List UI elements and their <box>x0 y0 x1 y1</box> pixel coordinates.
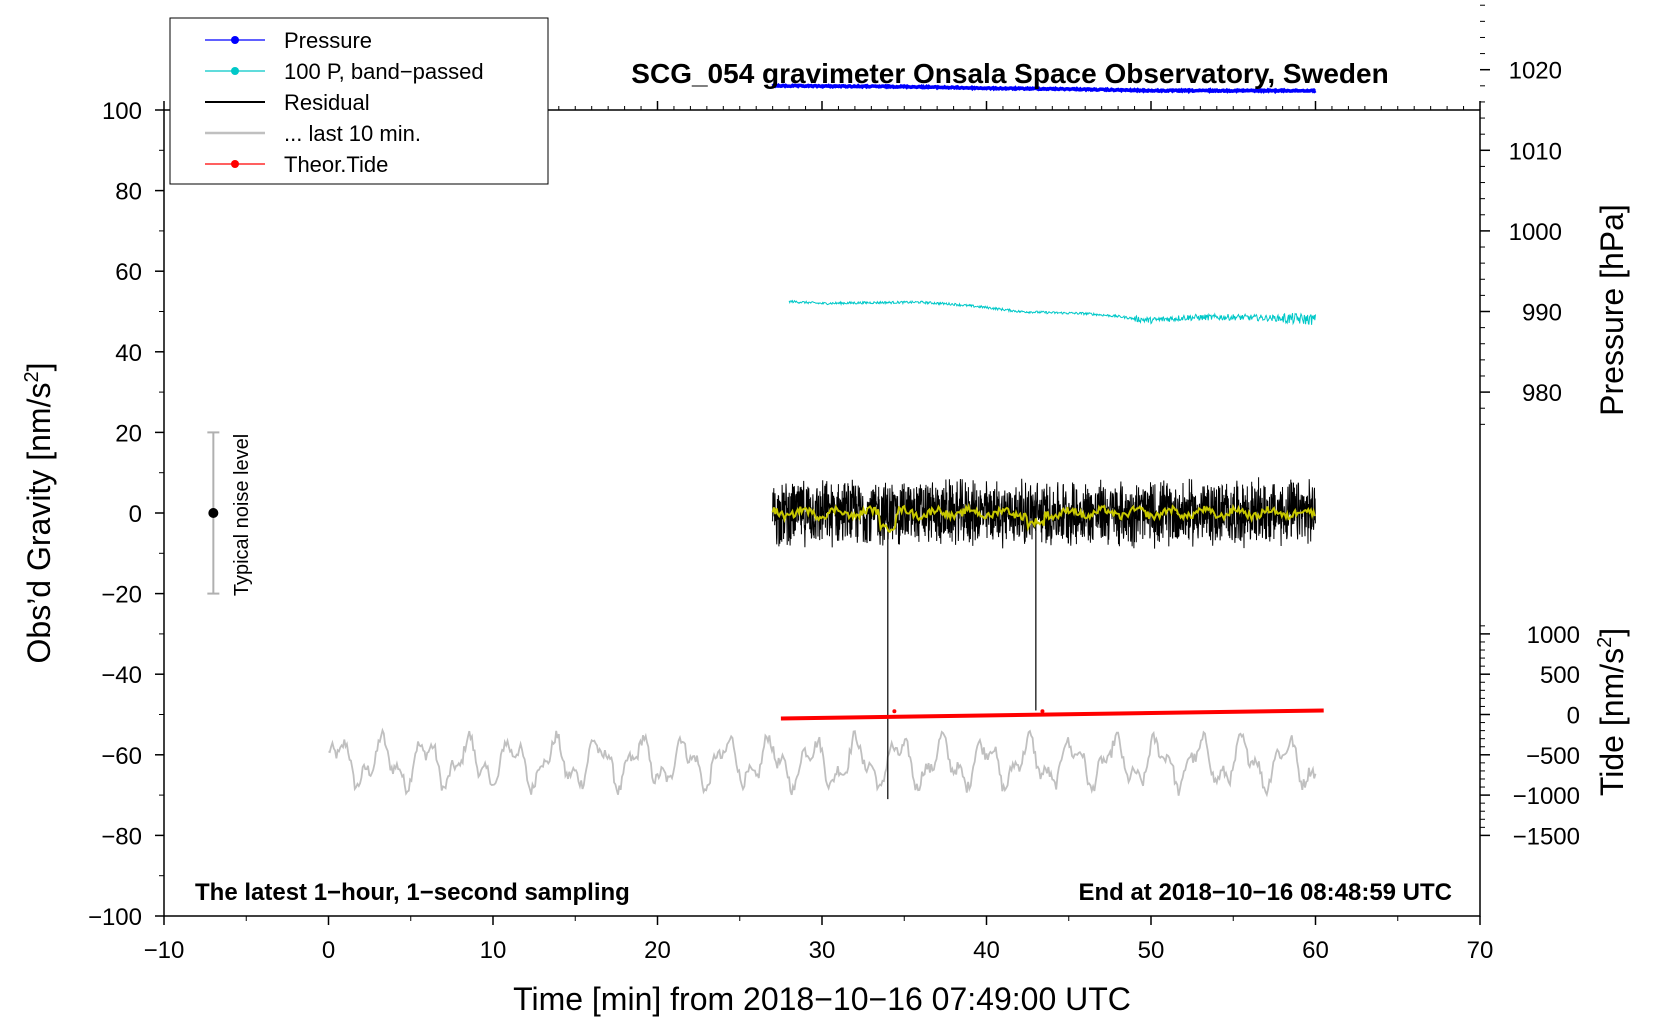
tide-tick-label: −500 <box>1526 743 1580 770</box>
y-axis-title-pressure: Pressure [hPa] <box>1594 204 1630 416</box>
pressure-tick-label: 1020 <box>1509 58 1562 85</box>
tide-tick-label: −1000 <box>1513 783 1580 810</box>
series-band-passed <box>788 299 1316 326</box>
y-tick-label: −80 <box>101 823 142 850</box>
series-residual-smoothed <box>771 502 1316 534</box>
sampling-note: The latest 1−hour, 1−second sampling <box>195 879 630 906</box>
ticks-layer: −10 0 10 20 30 40 50 60 70−100−80−60−40−20020406… <box>88 0 1580 964</box>
series-pressure <box>771 82 1317 95</box>
x-tick-label: 20 <box>644 937 671 964</box>
y-axis-title-tide-main: Tide [nm/s <box>1594 648 1630 796</box>
pressure-tick-label: 1030 <box>1509 0 1562 4</box>
tide-outlier-point <box>892 709 897 714</box>
y-tick-label: −60 <box>101 743 142 770</box>
x-tick-label: 0 <box>322 937 335 964</box>
y-tick-label: 80 <box>115 179 142 206</box>
pressure-tick-label: 1000 <box>1509 219 1562 246</box>
legend-marker-pressure <box>231 36 239 44</box>
y-tick-label: −40 <box>101 662 142 689</box>
legend-entry-last-10-min: ... last 10 min. <box>205 121 421 146</box>
tide-outlier-point <box>1040 709 1045 714</box>
noise-level-indicator: Typical noise level <box>207 431 253 596</box>
legend-label-band-passed: 100 P, band−passed <box>284 59 484 84</box>
series-layer <box>328 82 1324 800</box>
legend-entry-theor-tide: Theor.Tide <box>205 152 388 177</box>
legend-label-theor-tide: Theor.Tide <box>284 152 388 177</box>
tide-tick-label: −1500 <box>1513 823 1580 850</box>
legend-label-pressure: Pressure <box>284 28 372 53</box>
y-tick-label: −100 <box>88 904 142 931</box>
legend-label-last-10-min: ... last 10 min. <box>284 121 421 146</box>
y-axis-title-tide-sup: 2 <box>1594 637 1616 648</box>
legend-label-residual: Residual <box>284 90 370 115</box>
pressure-tick-label: 980 <box>1522 380 1562 407</box>
tide-tick-label: 0 <box>1567 703 1580 730</box>
y-tick-label: 100 <box>102 98 142 125</box>
y-axis-title-tide-tail: ] <box>1594 628 1630 637</box>
series-last-10-min <box>328 727 1317 798</box>
y-axis-title-gravity-sup: 2 <box>21 371 43 382</box>
x-tick-label: 70 <box>1467 937 1494 964</box>
series-theor-tide <box>780 708 1324 721</box>
y-axis-title-gravity-tail: ] <box>21 363 57 372</box>
legend-marker-band-passed <box>231 67 239 75</box>
y-axis-title-tide: Tide [nm/s2] <box>1594 628 1630 796</box>
tide-tick-label: 500 <box>1540 662 1580 689</box>
chart-title: SCG_054 gravimeter Onsala Space Observat… <box>631 58 1388 89</box>
legend-entry-pressure: Pressure <box>205 28 372 53</box>
x-tick-label: 10 <box>480 937 507 964</box>
y-axis-title-gravity: Obs’d Gravity [nm/s2] <box>21 363 57 664</box>
legend: Pressure 100 P, band−passed Residual ...… <box>169 17 549 185</box>
pressure-tick-label: 1010 <box>1509 138 1562 165</box>
y-tick-label: 20 <box>115 420 142 447</box>
y-tick-label: 40 <box>115 340 142 367</box>
tide-tick-label: 1000 <box>1527 622 1580 649</box>
series-residual <box>772 477 1316 549</box>
y-axis-title-gravity-main: Obs’d Gravity [nm/s <box>21 383 57 664</box>
pressure-tick-label: 990 <box>1522 300 1562 327</box>
noise-level-dot <box>208 508 219 518</box>
x-tick-label: −10 <box>144 937 185 964</box>
noise-level-label: Typical noise level <box>231 434 253 596</box>
x-tick-label: 30 <box>809 937 836 964</box>
x-tick-label: 40 <box>973 937 1000 964</box>
y-tick-label: −20 <box>101 582 142 609</box>
legend-entry-residual: Residual <box>205 90 370 115</box>
legend-entry-band-passed: 100 P, band−passed <box>205 59 484 84</box>
x-tick-label: 60 <box>1302 937 1329 964</box>
x-tick-label: 50 <box>1138 937 1165 964</box>
end-time-note: End at 2018−10−16 08:48:59 UTC <box>1078 879 1452 906</box>
legend-marker-theor-tide <box>231 160 239 168</box>
y-tick-label: 0 <box>129 501 142 528</box>
x-axis-title: Time [min] from 2018−10−16 07:49:00 UTC <box>513 981 1131 1017</box>
y-tick-label: 60 <box>115 259 142 286</box>
